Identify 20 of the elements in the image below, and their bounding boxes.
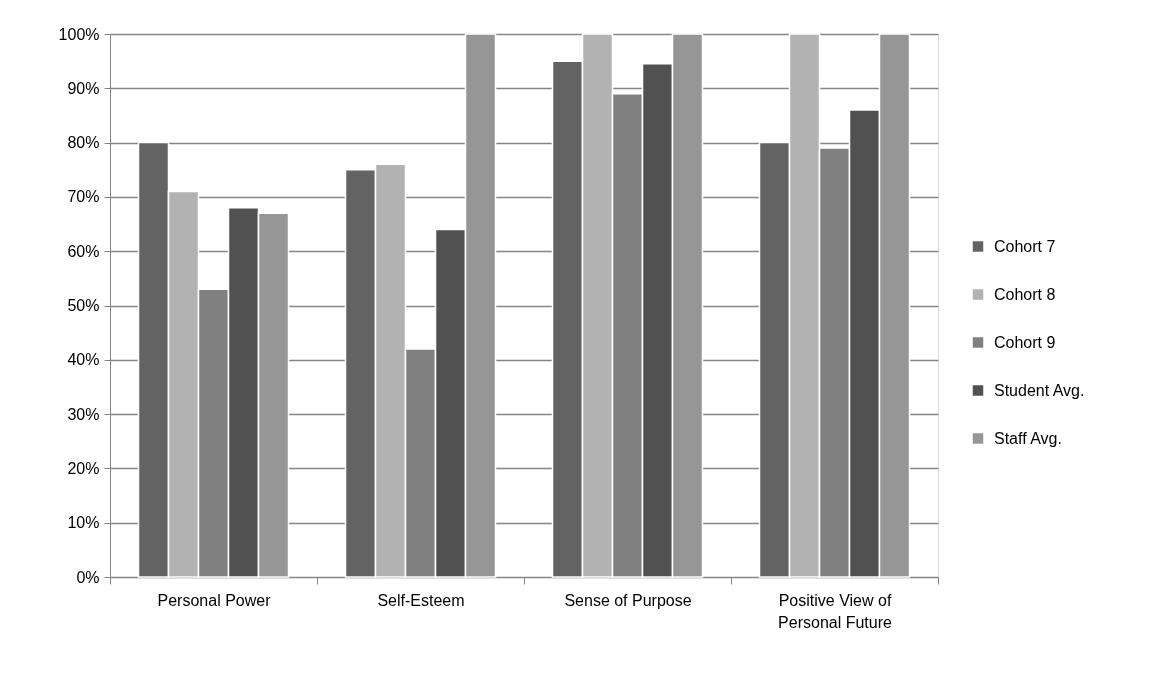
- x-tick-label: Personal Power: [157, 591, 272, 609]
- y-tick-label: 70%: [67, 188, 100, 206]
- x-tick-label: Self-Esteem: [377, 591, 465, 609]
- y-tick-label: 30%: [67, 405, 100, 423]
- y-tick-label: 80%: [67, 134, 100, 152]
- legend-label: Cohort 9: [994, 333, 1056, 351]
- x-tick-label: Positive View of Personal Future: [778, 591, 893, 631]
- y-tick-label: 10%: [67, 514, 100, 532]
- y-tick-label: 90%: [67, 79, 100, 97]
- y-tick-label: 100%: [58, 25, 100, 43]
- x-tick-label: Sense of Purpose: [564, 591, 692, 609]
- y-tick-label: 60%: [67, 242, 100, 260]
- legend-label: Cohort 7: [994, 237, 1056, 255]
- legend-label: Cohort 8: [994, 285, 1056, 303]
- legend-label: Staff Avg.: [994, 429, 1062, 447]
- legend-label: Student Avg.: [994, 381, 1085, 399]
- y-tick-label: 40%: [67, 351, 100, 369]
- y-tick-label: 0%: [76, 568, 100, 586]
- y-tick-label: 50%: [67, 297, 100, 314]
- y-tick-label: 20%: [67, 459, 100, 477]
